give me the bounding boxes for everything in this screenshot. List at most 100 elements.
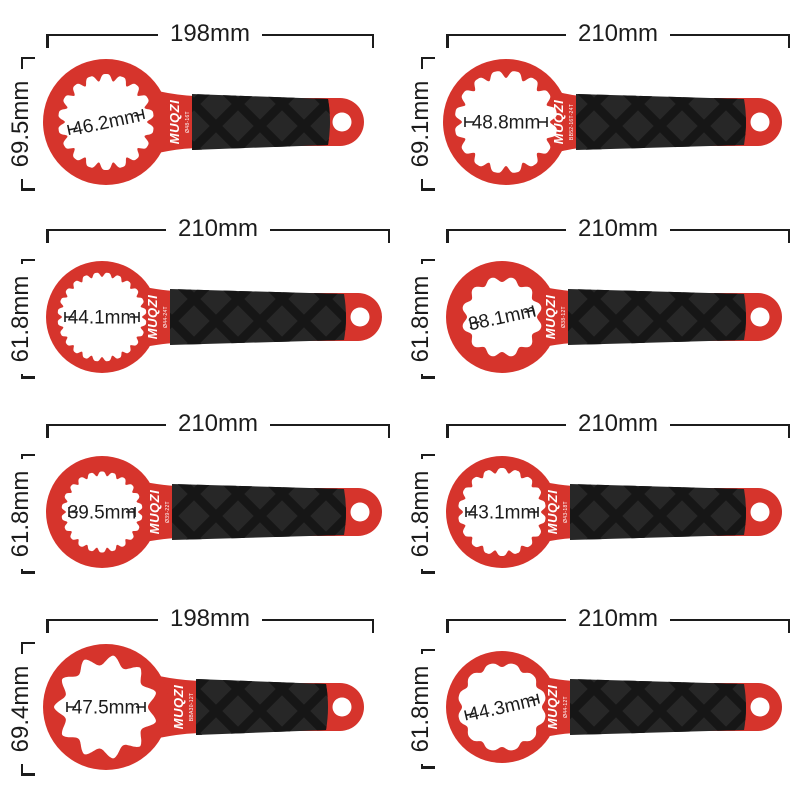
dimension-line	[262, 618, 372, 622]
length-label: 198mm	[169, 605, 251, 632]
length-label: 210mm	[177, 410, 259, 437]
length-label: 210mm	[577, 605, 659, 632]
wrench-cell: 210mm 69.1mm MUQZI BB52-16T-24T 48.8mm	[400, 16, 800, 211]
dimension-line	[20, 179, 24, 189]
dimension-endcap	[46, 424, 49, 438]
dimension-endcap	[421, 56, 435, 60]
dimension-endcap	[787, 34, 790, 48]
diameter-label: 44.1mm	[68, 308, 137, 329]
spec-label: Ø39-22T	[165, 501, 171, 523]
dimension-endcap	[21, 453, 35, 457]
height-label: 69.5mm	[7, 80, 34, 168]
dimension-endcap	[46, 229, 49, 243]
wrench-cell: 210mm 61.8mm MUQZI Ø43-18T 43.1mm	[400, 406, 800, 601]
dimension-endcap	[421, 766, 435, 769]
dimension-endcap	[446, 619, 449, 633]
dimension-endcap	[787, 619, 790, 633]
dimension-line	[20, 644, 24, 654]
dimension-endcap	[21, 641, 35, 645]
wrench-graphic: MUQZI Ø39-22T 39.5mm	[46, 456, 382, 568]
brand-label: MUQZI	[545, 490, 560, 534]
wrench-graphic: MUQZI Ø43-18T 43.1mm	[446, 456, 782, 568]
height-label: 61.8mm	[7, 275, 34, 363]
dimension-endcap	[21, 56, 35, 60]
dimension-endcap	[21, 376, 35, 379]
length-label: 210mm	[577, 215, 659, 242]
height-dimension: 61.8mm	[7, 453, 35, 574]
dimension-endcap	[371, 619, 374, 633]
dimension-line	[420, 569, 424, 572]
wrench-cell: 198mm 69.4mm MUQZI BBA30-12T 47.5mm	[0, 601, 400, 796]
dimension-endcap	[46, 34, 49, 48]
dimension-endcap	[787, 424, 790, 438]
dimension-endcap	[421, 648, 435, 652]
wrench-cell: 210mm 61.8mm MUQZI Ø44-24T 44.1mm	[0, 211, 400, 406]
dimension-line	[448, 33, 566, 37]
dimension-line	[270, 228, 388, 232]
length-dimension: 210mm	[446, 21, 790, 48]
length-dimension: 210mm	[46, 410, 390, 438]
dimension-line	[670, 423, 788, 427]
diameter-tick-marks	[66, 702, 146, 712]
height-label: 61.8mm	[407, 470, 434, 558]
dimension-endcap	[387, 229, 390, 243]
brand-label: MUQZI	[145, 295, 160, 339]
length-dimension: 210mm	[446, 605, 790, 633]
wrench-graphic: MUQZI BB52-16T-24T 48.8mm	[443, 59, 782, 185]
spec-label: Ø48-16T	[185, 111, 191, 133]
dimension-endcap	[46, 619, 49, 633]
wrench-graphic: MUQZI Ø44-24T 44.1mm	[46, 261, 382, 373]
diameter-tick-marks	[64, 312, 140, 322]
dimension-line	[420, 179, 424, 189]
dimension-line	[20, 569, 24, 572]
length-dimension: 198mm	[46, 605, 374, 633]
dimension-line	[448, 228, 566, 232]
dimension-line	[20, 764, 24, 774]
dimension-line	[448, 618, 566, 622]
spec-label: BB52-16T-24T	[569, 104, 575, 140]
diameter-label: 48.8mm	[472, 113, 541, 134]
dimension-line	[48, 33, 158, 37]
dimension-line	[20, 374, 24, 377]
dimension-line	[420, 374, 424, 377]
length-label: 198mm	[169, 20, 251, 47]
height-label: 61.8mm	[407, 275, 434, 363]
length-label: 210mm	[577, 410, 659, 437]
height-dimension: 61.8mm	[7, 258, 35, 379]
dimension-line	[448, 423, 566, 427]
brand-label: MUQZI	[545, 685, 560, 729]
spec-label: Ø44-12T	[563, 696, 569, 718]
dimension-line	[48, 228, 166, 232]
height-dimension: 69.4mm	[7, 641, 35, 776]
spec-label: Ø38-12T	[561, 306, 567, 328]
wrench-cell: 210mm 61.8mm MUQZI Ø39-22T 39.5mm	[0, 406, 400, 601]
diameter-tick-marks	[468, 305, 536, 329]
dimension-endcap	[21, 773, 35, 776]
dimension-endcap	[387, 424, 390, 438]
dimension-endcap	[21, 188, 35, 191]
dimension-endcap	[21, 571, 35, 574]
dimension-endcap	[421, 453, 435, 457]
dimension-endcap	[446, 229, 449, 243]
dimension-line	[48, 423, 166, 427]
brand-label: MUQZI	[551, 100, 566, 144]
height-label: 61.8mm	[407, 665, 434, 753]
length-label: 210mm	[177, 215, 259, 242]
spec-label: BBA30-12T	[189, 693, 195, 722]
dimension-line	[670, 33, 788, 37]
dimension-line	[670, 618, 788, 622]
brand-label: MUQZI	[167, 100, 182, 144]
dimension-endcap	[787, 229, 790, 243]
diameter-tick-marks	[465, 507, 539, 517]
diameter-label: 39.5mm	[68, 503, 137, 524]
dimension-endcap	[446, 34, 449, 48]
diameter-label: 47.5mm	[72, 698, 141, 719]
dimension-line	[670, 228, 788, 232]
dimension-line	[262, 33, 372, 37]
dimension-line	[270, 423, 388, 427]
wrench-cell: 210mm 61.8mm MUQZI Ø44-12T 44.3mm	[400, 601, 800, 796]
height-dimension: 61.8mm	[407, 648, 435, 769]
